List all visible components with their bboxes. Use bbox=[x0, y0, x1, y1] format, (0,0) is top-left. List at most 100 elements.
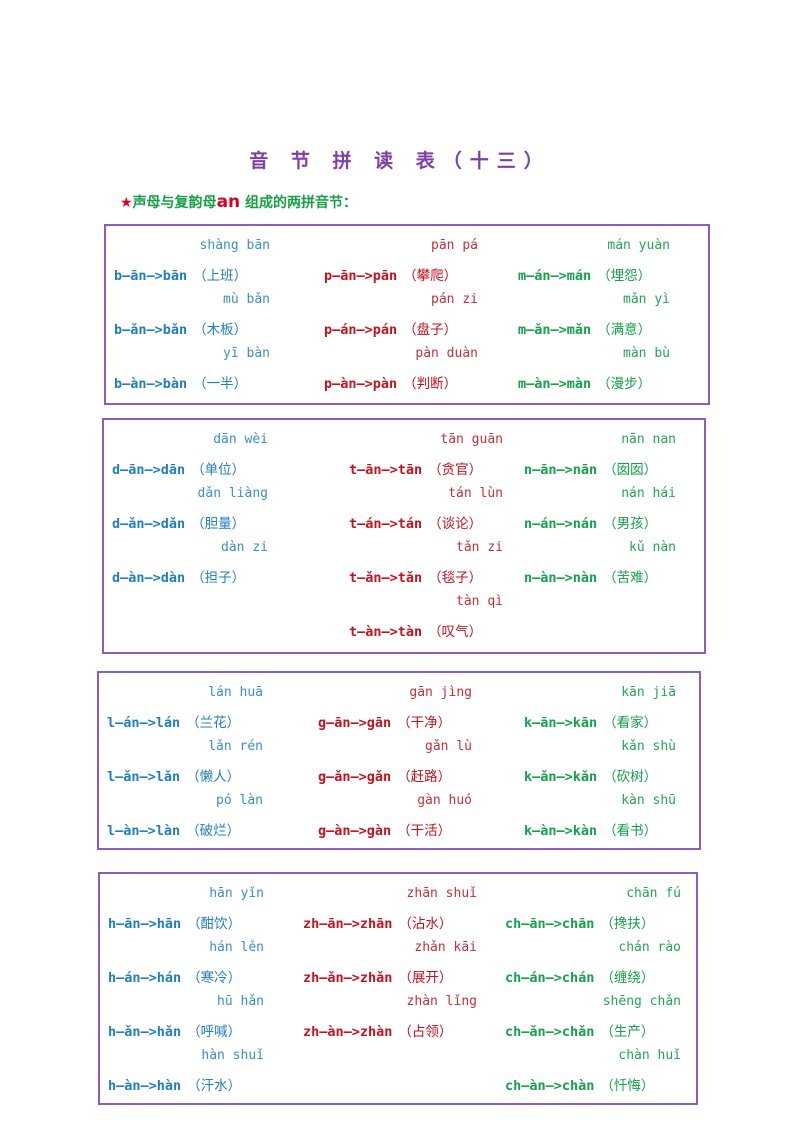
spelling-formula: zh—ān—>zhān bbox=[303, 916, 393, 932]
spelling-line: d—àn—>dàn （担子） bbox=[112, 566, 245, 586]
chinese-word: （砍树） bbox=[603, 769, 658, 785]
syllable-column: chān fú ch—ān—>chān （搀扶） chán rào ch—án—>chá… bbox=[505, 874, 685, 1103]
spelling-line: n—àn—>nàn （苦难） bbox=[524, 566, 657, 586]
chinese-word: （囡囡） bbox=[603, 462, 658, 478]
spelling-formula: k—ān—>kān bbox=[524, 715, 598, 731]
spelling-line: k—ǎn—>kǎn （砍树） bbox=[524, 765, 657, 785]
spelling-line: l—àn—>làn （破烂） bbox=[107, 819, 240, 839]
chinese-word: （搀扶） bbox=[600, 916, 655, 932]
spelling-formula: g—ǎn—>gǎn bbox=[318, 769, 392, 785]
syllable-entry: hán lěn h—án—>hán （寒冷） bbox=[108, 940, 268, 994]
syllable-box-3: lán huā l—án—>lán （兰花） lǎn rén l—ǎn—>lǎn （懒人）… bbox=[97, 671, 701, 850]
section-subtitle: ★声母与复韵母an 组成的两拼音节： bbox=[120, 192, 357, 212]
chinese-word: （单位） bbox=[191, 462, 246, 478]
spelling-formula: ch—ǎn—>chǎn bbox=[505, 1024, 595, 1040]
spelling-formula: p—àn—>pàn bbox=[324, 376, 398, 392]
syllable-entry: tān guān t—ān—>tān （贪官） bbox=[349, 432, 507, 486]
spelling-formula: h—ǎn—>hǎn bbox=[108, 1024, 182, 1040]
spelling-formula: ch—án—>chán bbox=[505, 970, 595, 986]
spelling-formula: k—àn—>kàn bbox=[524, 823, 598, 839]
syllable-entry: lǎn rén l—ǎn—>lǎn （懒人） bbox=[107, 739, 267, 793]
syllable-column: lán huā l—án—>lán （兰花） lǎn rén l—ǎn—>lǎn （懒人）… bbox=[107, 673, 267, 848]
pinyin-word: hán lěn bbox=[209, 940, 264, 955]
spelling-line: b—àn—>bàn （一半） bbox=[114, 372, 247, 392]
chinese-word: （干净） bbox=[397, 715, 452, 731]
pinyin-word: mù bǎn bbox=[223, 292, 270, 307]
chinese-word: （漫步） bbox=[597, 376, 652, 392]
syllable-column: zhān shuǐ zh—ān—>zhān （沾水） zhǎn kāi zh—ǎn—>z… bbox=[303, 874, 481, 1103]
spelling-line: t—ǎn—>tǎn （毯子） bbox=[349, 566, 482, 586]
pinyin-word: shēng chǎn bbox=[602, 994, 681, 1009]
chinese-word: （汗水） bbox=[187, 1078, 242, 1094]
spelling-formula: l—án—>lán bbox=[107, 715, 181, 731]
spelling-line: n—ān—>nān （囡囡） bbox=[524, 458, 657, 478]
syllable-entry: zhàn lǐng zh—àn—>zhàn （占领） bbox=[303, 994, 481, 1048]
syllable-entry: kǔ nàn n—àn—>nàn （苦难） bbox=[524, 540, 680, 594]
spelling-line: p—àn—>pàn （判断） bbox=[324, 372, 457, 392]
spelling-formula: l—àn—>làn bbox=[107, 823, 181, 839]
spelling-line: p—ān—>pān （攀爬） bbox=[324, 264, 457, 284]
page-title: 音 节 拼 读 表（十三） bbox=[249, 150, 551, 172]
syllable-entry: tǎn zi t—ǎn—>tǎn （毯子） bbox=[349, 540, 507, 594]
spelling-line: p—án—>pán （盘子） bbox=[324, 318, 457, 338]
spelling-line: b—ǎn—>bǎn （木板） bbox=[114, 318, 247, 338]
spelling-formula: ch—àn—>chàn bbox=[505, 1078, 595, 1094]
pinyin-word: pān pá bbox=[431, 238, 478, 253]
pinyin-word: shàng bān bbox=[199, 238, 270, 253]
spelling-formula: n—án—>nán bbox=[524, 516, 598, 532]
syllable-entry: dǎn liàng d—ǎn—>dǎn （胆量） bbox=[112, 486, 272, 540]
pinyin-word: nán hái bbox=[621, 486, 676, 501]
pinyin-word: kǎn shù bbox=[621, 739, 676, 754]
spelling-line: g—ǎn—>gǎn （赶路） bbox=[318, 765, 451, 785]
spelling-line: t—àn—>tàn （叹气） bbox=[349, 620, 482, 640]
pinyin-word: pán zi bbox=[431, 292, 478, 307]
syllable-entry: kàn shū k—àn—>kàn （看书） bbox=[524, 793, 680, 847]
syllable-entry: tàn qì t—àn—>tàn （叹气） bbox=[349, 594, 507, 648]
chinese-word: （满意） bbox=[597, 322, 652, 338]
spelling-formula: ch—ān—>chān bbox=[505, 916, 595, 932]
spelling-line: d—ǎn—>dǎn （胆量） bbox=[112, 512, 245, 532]
pinyin-word: pàn duàn bbox=[415, 346, 478, 361]
pinyin-word: tàn qì bbox=[456, 594, 503, 609]
pinyin-word: chàn huǐ bbox=[618, 1048, 681, 1063]
pinyin-word: hān yǐn bbox=[209, 886, 264, 901]
syllable-column: shàng bān b—ān—>bān （上班） mù bǎn b—ǎn—>bǎn （木板… bbox=[114, 226, 274, 403]
spelling-formula: d—ān—>dān bbox=[112, 462, 186, 478]
spelling-formula: b—àn—>bàn bbox=[114, 376, 188, 392]
syllable-entry: pán zi p—án—>pán （盘子） bbox=[324, 292, 482, 346]
pinyin-word: kān jiā bbox=[621, 685, 676, 700]
pinyin-word: zhān shuǐ bbox=[406, 886, 477, 901]
spelling-line: h—ǎn—>hǎn （呼喊） bbox=[108, 1020, 241, 1040]
syllable-column: gān jìng g—ān—>gān （干净） gǎn lù g—ǎn—>gǎn （赶路）… bbox=[318, 673, 476, 848]
syllable-column: pān pá p—ān—>pān （攀爬） pán zi p—án—>pán （盘子） pà… bbox=[324, 226, 482, 403]
spelling-formula: h—ān—>hān bbox=[108, 916, 182, 932]
chinese-word: （一半） bbox=[193, 376, 248, 392]
star-icon: ★ bbox=[120, 195, 133, 211]
pinyin-word: mǎn yì bbox=[623, 292, 670, 307]
spelling-line: ch—ǎn—>chǎn （生产） bbox=[505, 1020, 654, 1040]
spelling-formula: t—án—>tán bbox=[349, 516, 423, 532]
spelling-line: h—án—>hán （寒冷） bbox=[108, 966, 241, 986]
pinyin-word: yī bàn bbox=[223, 346, 270, 361]
syllable-entry: kǎn shù k—ǎn—>kǎn （砍树） bbox=[524, 739, 680, 793]
pinyin-word: kǔ nàn bbox=[629, 540, 676, 555]
syllable-entry: lán huā l—án—>lán （兰花） bbox=[107, 685, 267, 739]
spelling-formula: n—àn—>nàn bbox=[524, 570, 598, 586]
spelling-line: t—án—>tán （谈论） bbox=[349, 512, 482, 532]
syllable-column: mán yuàn m—án—>mán （埋怨） mǎn yì m—ǎn—>mǎn （满意）… bbox=[518, 226, 674, 403]
chinese-word: （盘子） bbox=[403, 322, 458, 338]
syllable-entry: hū hǎn h—ǎn—>hǎn （呼喊） bbox=[108, 994, 268, 1048]
chinese-word: （兰花） bbox=[186, 715, 241, 731]
pinyin-word: hàn shuǐ bbox=[201, 1048, 264, 1063]
spelling-formula: d—ǎn—>dǎn bbox=[112, 516, 186, 532]
chinese-word: （埋怨） bbox=[597, 268, 652, 284]
chinese-word: （看家） bbox=[603, 715, 658, 731]
pinyin-word: lán huā bbox=[208, 685, 263, 700]
chinese-word: （贪官） bbox=[428, 462, 483, 478]
chinese-word: （毯子） bbox=[428, 570, 483, 586]
syllable-entry: zhǎn kāi zh—ǎn—>zhǎn （展开） bbox=[303, 940, 481, 994]
chinese-word: （叹气） bbox=[428, 624, 483, 640]
spelling-line: ch—ān—>chān （搀扶） bbox=[505, 912, 654, 932]
syllable-entry: hān yǐn h—ān—>hān （酣饮） bbox=[108, 886, 268, 940]
syllable-box-1: shàng bān b—ān—>bān （上班） mù bǎn b—ǎn—>bǎn （木板… bbox=[104, 224, 710, 405]
